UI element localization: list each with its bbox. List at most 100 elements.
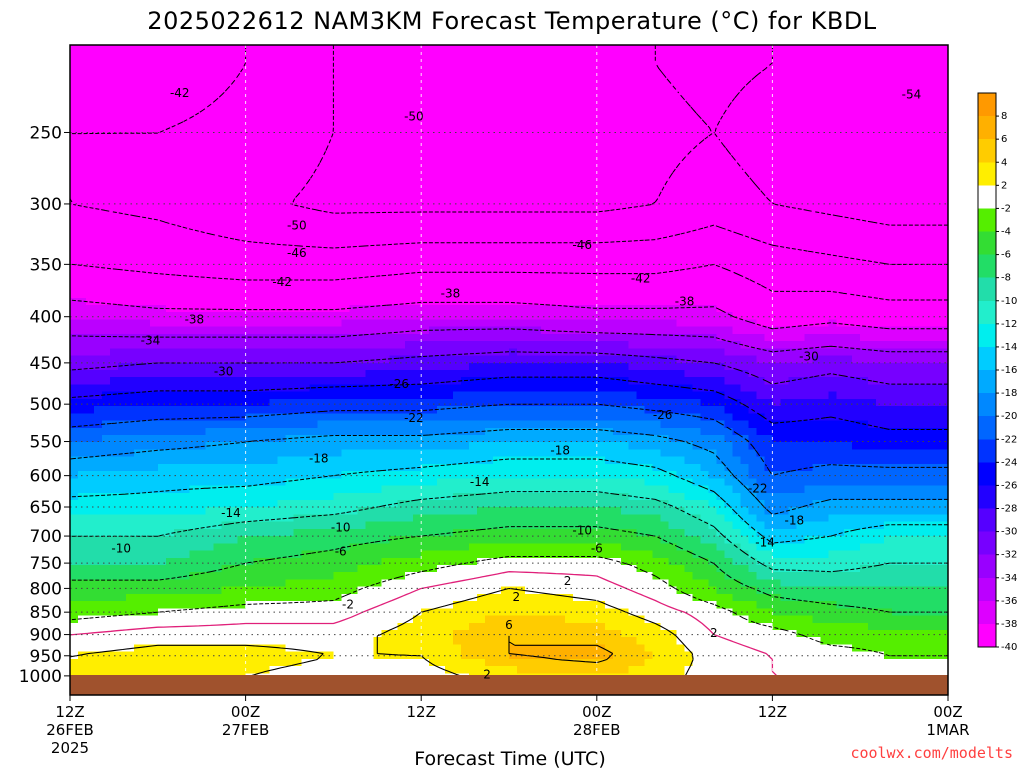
- temperature-cell: [405, 290, 414, 299]
- temperature-cell: [453, 268, 462, 277]
- temperature-cell: [365, 622, 374, 631]
- temperature-cell: [141, 268, 151, 277]
- temperature-cell: [445, 297, 454, 306]
- temperature-cell: [413, 52, 422, 61]
- temperature-cell: [413, 630, 422, 638]
- temperature-cell: [253, 326, 263, 335]
- temperature-cell: [485, 218, 494, 227]
- temperature-cell: [333, 203, 342, 212]
- temperature-cell: [149, 413, 159, 422]
- temperature-cell: [365, 153, 374, 162]
- temperature-cell: [189, 420, 199, 429]
- temperature-cell: [405, 406, 414, 414]
- temperature-cell: [349, 586, 358, 595]
- temperature-cell: [501, 550, 510, 559]
- temperature-cell: [165, 536, 175, 544]
- temperature-cell: [453, 131, 462, 140]
- temperature-cell: [469, 384, 478, 393]
- temperature-cell: [429, 73, 438, 82]
- temperature-cell: [405, 319, 414, 328]
- temperature-cell: [453, 427, 462, 436]
- temperature-cell: [501, 102, 510, 111]
- temperature-cell: [317, 456, 327, 465]
- temperature-cell: [485, 622, 494, 631]
- temperature-cell: [389, 124, 398, 133]
- temperature-cell: [253, 536, 263, 544]
- temperature-cell: [277, 384, 287, 393]
- temperature-cell: [149, 362, 159, 371]
- temperature-cell: [317, 658, 327, 667]
- temperature-cell: [77, 146, 87, 154]
- temperature-cell: [469, 406, 478, 414]
- temperature-cell: [445, 384, 454, 393]
- temperature-cell: [133, 117, 143, 126]
- temperature-cell: [277, 442, 287, 451]
- temperature-cell: [269, 81, 279, 89]
- temperature-cell: [285, 572, 295, 581]
- temperature-cell: [253, 398, 263, 407]
- temperature-cell: [277, 601, 287, 609]
- temperature-cell: [301, 500, 311, 508]
- temperature-cell: [141, 196, 151, 205]
- temperature-cell: [365, 268, 374, 277]
- temperature-cell: [85, 66, 95, 75]
- temperature-cell: [261, 341, 271, 349]
- temperature-cell: [237, 666, 247, 674]
- temperature-cell: [461, 225, 470, 234]
- temperature-cell: [245, 211, 255, 219]
- temperature-cell: [101, 579, 111, 588]
- temperature-cell: [429, 160, 438, 169]
- temperature-cell: [197, 362, 207, 371]
- temperature-cell: [197, 283, 207, 292]
- temperature-cell: [85, 218, 95, 227]
- temperature-cell: [485, 348, 494, 357]
- temperature-cell: [133, 203, 143, 212]
- temperature-cell: [253, 232, 263, 241]
- temperature-cell: [389, 478, 398, 487]
- temperature-cell: [181, 160, 191, 169]
- temperature-cell: [109, 521, 119, 530]
- temperature-cell: [133, 521, 143, 530]
- temperature-cell: [261, 247, 271, 256]
- temperature-cell: [173, 297, 183, 306]
- temperature-cell: [141, 507, 151, 516]
- temperature-cell: [445, 449, 454, 458]
- temperature-cell: [421, 427, 430, 436]
- temperature-cell: [349, 225, 358, 234]
- temperature-cell: [469, 341, 478, 349]
- temperature-cell: [317, 218, 327, 227]
- temperature-cell: [229, 507, 239, 516]
- temperature-cell: [317, 66, 327, 75]
- temperature-cell: [261, 500, 271, 508]
- temperature-cell: [309, 182, 319, 191]
- temperature-cell: [205, 463, 215, 472]
- temperature-cell: [173, 240, 183, 248]
- temperature-cell: [245, 341, 255, 349]
- temperature-cell: [381, 225, 390, 234]
- temperature-cell: [429, 110, 438, 118]
- temperature-cell: [221, 138, 231, 147]
- temperature-cell: [181, 449, 191, 458]
- temperature-cell: [133, 463, 143, 472]
- temperature-cell: [205, 521, 215, 530]
- temperature-cell: [229, 312, 239, 321]
- temperature-cell: [109, 528, 119, 537]
- temperature-cell: [221, 427, 231, 436]
- temperature-cell: [469, 146, 478, 154]
- temperature-cell: [205, 66, 215, 75]
- temperature-cell: [477, 463, 486, 472]
- temperature-cell: [373, 232, 382, 241]
- temperature-cell: [333, 579, 342, 588]
- temperature-cell: [437, 348, 446, 357]
- temperature-cell: [293, 160, 303, 169]
- temperature-cell: [197, 110, 207, 118]
- temperature-cell: [197, 384, 207, 393]
- temperature-cell: [405, 398, 414, 407]
- temperature-cell: [149, 211, 159, 219]
- temperature-cell: [373, 463, 382, 472]
- temperature-cell: [317, 225, 327, 234]
- temperature-cell: [357, 362, 366, 371]
- temperature-cell: [365, 160, 374, 169]
- temperature-cell: [469, 528, 478, 537]
- temperature-cell: [453, 326, 462, 335]
